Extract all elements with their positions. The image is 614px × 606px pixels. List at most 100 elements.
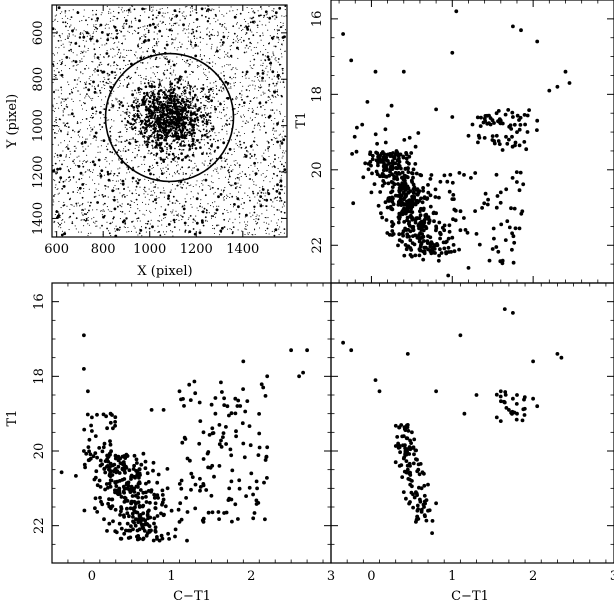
star-point (182, 173, 184, 175)
star-point (80, 209, 83, 211)
star-point (432, 247, 437, 251)
star-point (126, 128, 128, 130)
star-point (135, 144, 137, 146)
star-point (57, 144, 59, 146)
star-point (131, 123, 133, 125)
star-point (73, 28, 75, 30)
star-point (192, 129, 194, 132)
star-point (199, 108, 202, 110)
star-point (250, 43, 252, 45)
star-point (265, 232, 267, 234)
star-point (391, 155, 396, 159)
star-point (83, 55, 85, 57)
star-point (70, 24, 72, 26)
star-point (283, 152, 285, 154)
star-point (58, 71, 60, 74)
star-point (268, 16, 272, 20)
star-point (175, 210, 177, 212)
star-point (135, 133, 137, 135)
star-point (160, 156, 162, 159)
star-point (110, 170, 112, 172)
star-point (267, 165, 270, 167)
star-point (450, 50, 455, 55)
star-point (132, 106, 136, 109)
star-point (127, 115, 130, 117)
star-point (148, 16, 150, 19)
star-point (143, 35, 145, 37)
star-point (159, 149, 161, 151)
star-point (139, 118, 141, 120)
star-point (132, 220, 134, 222)
star-point (232, 10, 234, 12)
star-point (222, 191, 224, 193)
star-point (271, 15, 274, 18)
star-point (104, 188, 107, 190)
star-point (171, 86, 173, 89)
star-point (249, 84, 251, 86)
star-point (210, 127, 212, 130)
star-point (182, 140, 185, 143)
star-point (89, 76, 91, 78)
star-point (209, 120, 212, 122)
star-point (126, 172, 128, 174)
star-point (420, 235, 424, 240)
star-point (184, 198, 186, 200)
star-point (210, 99, 214, 103)
star-point (88, 17, 90, 19)
star-point (65, 156, 67, 158)
star-point (160, 115, 162, 118)
star-point (223, 196, 225, 198)
star-point (166, 170, 168, 173)
star-point (103, 104, 105, 106)
star-point (106, 119, 108, 121)
star-point (118, 103, 121, 105)
star-point (173, 124, 175, 126)
star-point (213, 228, 215, 230)
star-point (355, 125, 359, 130)
star-point (128, 49, 130, 51)
star-point (136, 144, 138, 147)
star-point (281, 140, 283, 142)
star-point (403, 178, 407, 183)
star-point (90, 40, 92, 42)
star-point (255, 223, 257, 225)
star-point (128, 203, 130, 205)
star-point (60, 104, 63, 107)
star-point (150, 152, 153, 155)
star-point (54, 18, 56, 20)
star-point (139, 26, 141, 28)
star-point (473, 171, 478, 175)
star-point (254, 76, 256, 78)
star-point (172, 91, 175, 94)
star-point (56, 210, 58, 212)
star-point (267, 217, 269, 219)
star-point (202, 68, 205, 70)
star-point (123, 187, 125, 190)
star-point (167, 106, 169, 109)
star-point (150, 194, 152, 196)
star-point (217, 106, 219, 108)
star-point (152, 194, 154, 196)
star-point (220, 139, 222, 141)
star-point (277, 94, 279, 96)
star-point (182, 144, 186, 147)
star-point (166, 58, 169, 60)
star-point (113, 216, 115, 219)
star-point (54, 221, 56, 223)
star-point (229, 10, 231, 12)
star-point (99, 81, 101, 83)
star-point (147, 142, 149, 144)
star-point (391, 232, 396, 236)
star-point (262, 197, 264, 200)
star-point (183, 106, 185, 108)
star-point (500, 261, 505, 266)
star-point (140, 156, 142, 158)
star-point (90, 130, 92, 132)
star-point (82, 39, 84, 42)
star-point (68, 217, 70, 219)
star-point (271, 109, 274, 111)
star-point (126, 84, 129, 87)
star-point (125, 113, 128, 115)
star-point (202, 224, 205, 227)
star-point (408, 238, 413, 243)
